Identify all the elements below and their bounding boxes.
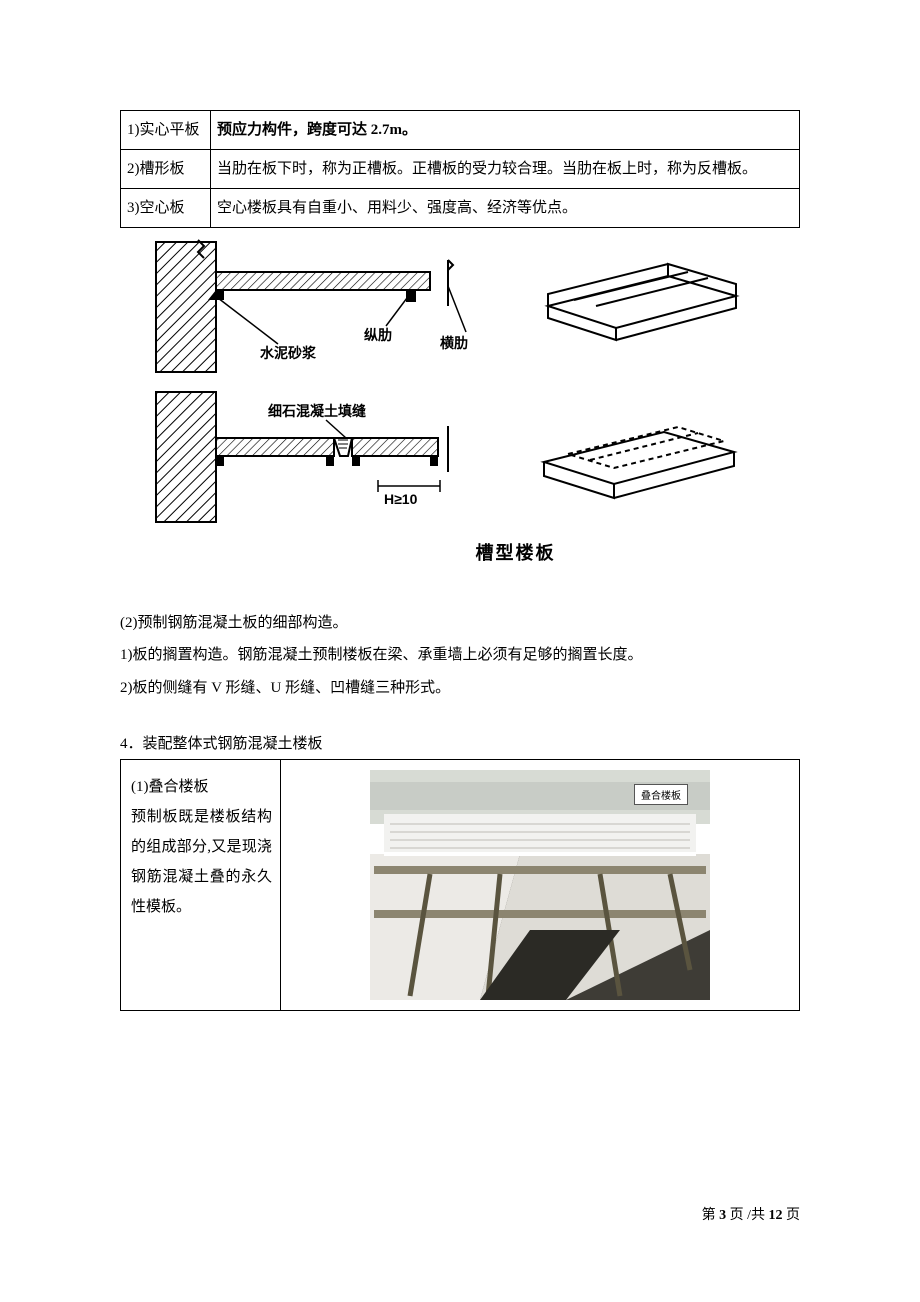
section4-table: (1)叠合楼板 预制板既是楼板结构的组成部分,又是现浇钢筋混凝土叠的永久性模板。 [120,759,800,1011]
section-bottom: 细石混凝土填缝 H≥10 [148,390,478,525]
para-2: (2)预制钢筋混凝土板的细部构造。 [120,607,800,639]
composite-slab-photo: 叠合楼板 [370,770,710,1000]
table-row-desc: 预应力构件，跨度可达 2.7m。 [211,111,800,150]
iso-bottom [518,390,748,510]
label-mortar: 水泥砂浆 [260,345,317,361]
table-row-desc: 当肋在板下时，称为正槽板。正槽板的受力较合理。当肋在板上时，称为反槽板。 [211,150,800,189]
sec4-cell-text: 预制板既是楼板结构的组成部分,又是现浇钢筋混凝土叠的永久性模板。 [131,802,272,922]
section4-title: 4．装配整体式钢筋混凝土楼板 [120,732,800,753]
iso-top [518,236,748,346]
label-cross-rib: 横肋 [440,335,468,351]
table-row-label: 1)实心平板 [121,111,211,150]
sec4-cell-title: (1)叠合楼板 [131,772,272,802]
table-row-label: 2)槽形板 [121,150,211,189]
slab-types-table: 1)实心平板预应力构件，跨度可达 2.7m。2)槽形板当肋在板下时，称为正槽板。… [120,110,800,228]
label-fine-concrete: 细石混凝土填缝 [268,403,366,419]
page-footer: 第 3 页 /共 12 页 [702,1204,800,1224]
para-2-1: 1)板的搁置构造。钢筋混凝土预制楼板在梁、承重墙上必须有足够的搁置长度。 [120,639,800,671]
photo-label: 叠合楼板 [634,784,688,805]
label-h-note: H≥10 [384,491,418,507]
body-paragraphs: (2)预制钢筋混凝土板的细部构造。 1)板的搁置构造。钢筋混凝土预制楼板在梁、承… [120,607,800,704]
label-long-rib: 纵肋 [364,327,392,343]
section-top: 水泥砂浆 纵肋 横肋 [148,236,478,376]
table-row-label: 3)空心板 [121,189,211,228]
para-2-2: 2)板的侧缝有 V 形缝、U 形缝、凹槽缝三种形式。 [120,672,800,704]
diagram-caption: 槽型楼板 [268,539,763,565]
table-row-desc: 空心楼板具有自重小、用料少、强度高、经济等优点。 [211,189,800,228]
channel-slab-diagram: 水泥砂浆 纵肋 横肋 [148,236,763,565]
